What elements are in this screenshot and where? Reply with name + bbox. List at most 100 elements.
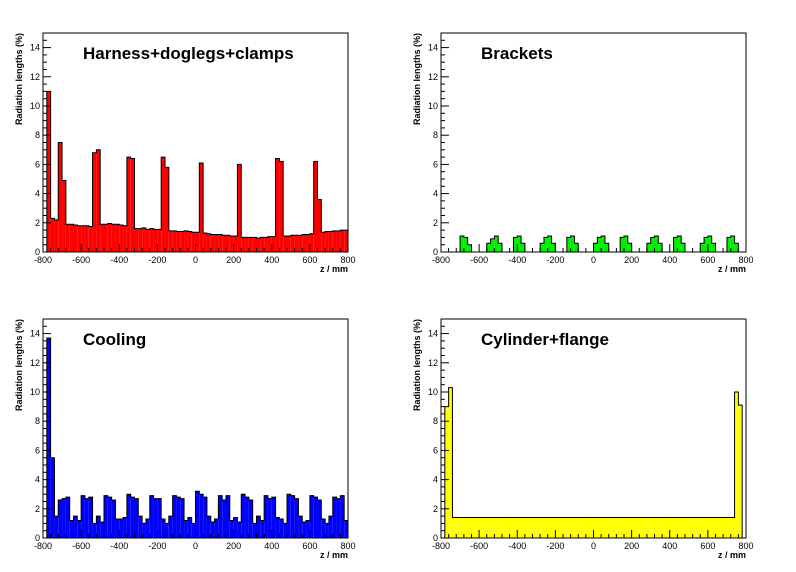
x-tick-label: 200	[226, 541, 241, 551]
histogram-bar	[513, 237, 518, 252]
histogram-bar	[673, 517, 678, 538]
histogram-bar	[517, 235, 522, 252]
histogram-bar	[643, 517, 647, 538]
histogram-bar	[88, 226, 93, 252]
x-tick-label: -200	[148, 541, 166, 551]
histogram-bars	[46, 337, 348, 538]
histogram-bar	[96, 516, 101, 538]
x-tick-label: 400	[264, 255, 279, 265]
histogram-bar	[50, 218, 55, 252]
histogram-bar	[620, 517, 624, 538]
histogram-bar	[172, 495, 177, 538]
histogram-bar	[237, 164, 242, 252]
histogram-bar	[646, 243, 651, 252]
histogram-bar	[723, 517, 727, 538]
histogram-bar	[734, 243, 739, 252]
histogram-bar	[180, 231, 185, 252]
histogram-bar	[153, 229, 158, 252]
histogram-bar	[321, 232, 326, 252]
histogram-bar	[279, 161, 284, 252]
x-tick-label: 200	[624, 255, 639, 265]
histogram-bar	[54, 219, 59, 252]
x-axis-title: z / mm	[718, 264, 746, 274]
histogram-bar	[84, 498, 89, 538]
histogram-bar	[658, 517, 663, 538]
plot-area	[43, 33, 348, 252]
histogram-bar	[627, 243, 632, 252]
histogram-bar	[730, 235, 735, 252]
histogram-outline	[444, 387, 743, 538]
x-tick-label: -400	[110, 541, 128, 551]
histogram-bar	[142, 523, 146, 538]
histogram-bar	[540, 517, 544, 538]
histogram-bar	[222, 500, 226, 538]
histogram-bar	[191, 232, 196, 252]
y-tick-label: 10	[428, 101, 438, 111]
x-tick-label: -200	[546, 541, 564, 551]
histogram-bar	[336, 230, 341, 252]
x-axis: -800 -600 -400 -200 0 200 400 600 800	[432, 530, 754, 551]
histogram-bar	[543, 237, 548, 252]
histogram-bar	[302, 521, 307, 538]
chart-panel-4: 0 2 4 6 8 10 12 14 -800 -600 -400 -200 0 200 400 600 800…	[412, 318, 754, 560]
y-axis-title: Radiation lengths (%)	[14, 33, 24, 125]
histogram-bar	[187, 231, 192, 252]
x-axis: -800 -600 -400 -200 0 200 400 600 800	[34, 530, 356, 551]
histogram-bar	[734, 392, 739, 538]
histogram-bar	[149, 495, 154, 538]
histogram-bar	[248, 237, 253, 252]
histogram-bar	[229, 520, 234, 538]
histogram-bar	[528, 517, 533, 538]
histogram-bar	[206, 233, 211, 252]
x-tick-label: -600	[470, 541, 488, 551]
histogram-bar	[142, 227, 146, 252]
histogram-bar	[460, 517, 464, 538]
histogram-bar	[631, 517, 636, 538]
y-tick-label: 10	[428, 387, 438, 397]
histogram-bar	[463, 237, 468, 252]
histogram-bar	[574, 517, 579, 538]
x-tick-label: -800	[432, 541, 450, 551]
histogram-bar	[681, 517, 685, 538]
histogram-bar	[325, 231, 329, 252]
y-tick-label: 10	[30, 101, 40, 111]
histogram-bar	[176, 497, 181, 538]
histogram-bar	[490, 517, 495, 538]
histogram-bar	[578, 517, 583, 538]
y-tick-label: 2	[433, 218, 438, 228]
histogram-bar	[126, 494, 131, 538]
histogram-bar	[210, 521, 215, 538]
x-tick-label: -800	[34, 255, 52, 265]
x-tick-label: 200	[624, 541, 639, 551]
histogram-bar	[107, 223, 112, 252]
histogram-bar	[555, 517, 560, 538]
histogram-bar	[707, 517, 712, 538]
histogram-bar	[738, 405, 743, 538]
histogram-bar	[65, 497, 70, 538]
histogram-bar	[309, 233, 314, 252]
histogram-bar	[313, 161, 318, 252]
x-tick-label: -200	[148, 255, 166, 265]
histogram-bar	[585, 517, 590, 538]
x-tick-label: 0	[591, 255, 596, 265]
histogram-bar	[677, 235, 682, 252]
histogram-bar	[252, 237, 257, 252]
histogram-bar	[521, 243, 525, 252]
histogram-bar	[700, 517, 705, 538]
histogram-bar	[218, 234, 223, 252]
histogram-bar	[256, 516, 261, 538]
histogram-bar	[115, 519, 120, 538]
histogram-bar	[214, 519, 219, 538]
y-tick-label: 8	[433, 416, 438, 426]
histogram-bar	[271, 497, 276, 538]
histogram-bar	[275, 517, 280, 538]
histogram-bar	[260, 520, 265, 538]
histogram-bar	[138, 228, 143, 252]
histogram-bar	[111, 500, 116, 538]
histogram-bar	[271, 236, 276, 252]
x-tick-label: -600	[470, 255, 488, 265]
histogram-bar	[69, 224, 74, 252]
histogram-bar	[77, 225, 82, 252]
histogram-bar	[704, 517, 708, 538]
y-tick-label: 12	[428, 72, 438, 82]
